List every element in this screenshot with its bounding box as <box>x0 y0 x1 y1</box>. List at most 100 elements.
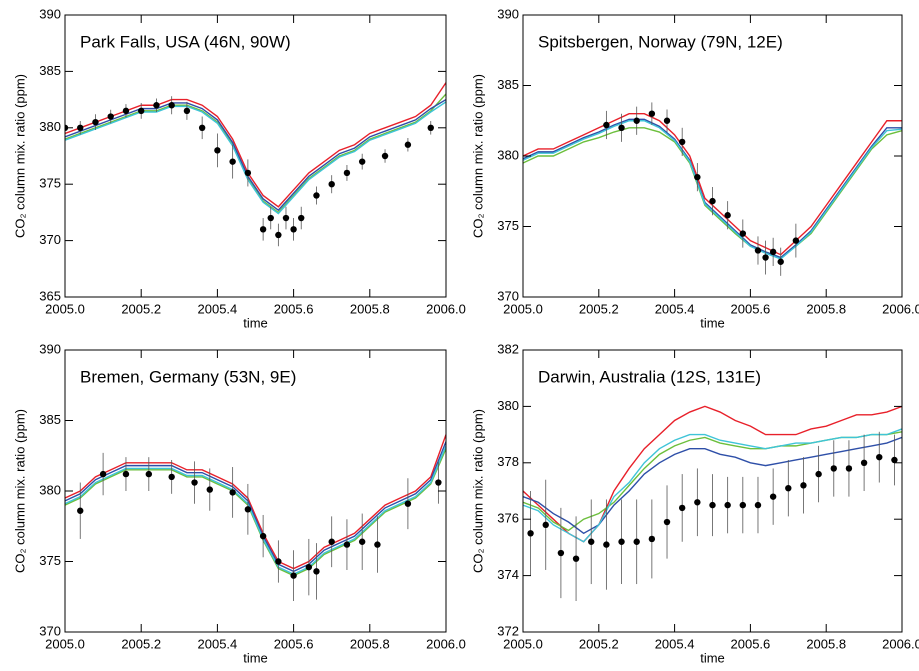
x-tick-label: 2005.8 <box>806 301 846 316</box>
panel: 372 374 376 378 380 382 2005.0 2005.2 2005.4 2005… <box>470 341 919 665</box>
observation <box>206 486 213 493</box>
plot-frame <box>522 14 903 298</box>
plot-area <box>523 102 902 276</box>
y-tick-label: 385 <box>39 63 61 78</box>
plot-area <box>523 405 902 601</box>
observation <box>754 501 762 509</box>
x-axis-label: time <box>700 650 725 665</box>
observation <box>191 479 198 486</box>
x-tick-label: 2005.2 <box>579 301 619 316</box>
observation <box>694 499 701 506</box>
observation <box>603 121 610 129</box>
panel-title: Spitsbergen, Norway (79N, 12E) <box>538 32 783 51</box>
observation <box>328 181 335 188</box>
model-line <box>65 98 446 212</box>
model-line <box>523 428 902 543</box>
x-tick-label: 2005.6 <box>274 301 314 316</box>
x-tick-label: 2005.4 <box>655 636 695 651</box>
x-tick-label: 2005.8 <box>806 636 846 651</box>
x-tick-label: 2005.8 <box>350 301 390 316</box>
x-tick-label: 2005.2 <box>121 636 161 651</box>
observation <box>648 110 656 117</box>
observation <box>542 521 549 529</box>
panel-title: Bremen, Germany (53N, 9E) <box>80 367 296 386</box>
observation <box>229 489 236 496</box>
observation <box>244 506 252 513</box>
y-tick-label: 365 <box>39 288 61 303</box>
x-tick-label: 2005.2 <box>121 301 161 316</box>
observation <box>99 470 107 478</box>
y-tick-label: 378 <box>497 454 519 469</box>
observation <box>343 541 351 548</box>
observation <box>259 532 267 540</box>
y-tick-label: 390 <box>39 6 61 21</box>
observation <box>427 124 434 131</box>
observation <box>229 158 236 165</box>
observation <box>404 500 412 507</box>
observation <box>275 231 282 239</box>
x-axis-label: time <box>700 315 725 330</box>
observation <box>648 535 656 543</box>
plot-frame <box>64 349 447 633</box>
observation <box>754 247 762 254</box>
observation <box>305 563 313 571</box>
observation <box>792 237 800 244</box>
y-tick-label: 376 <box>497 511 519 526</box>
observation <box>153 102 160 109</box>
x-tick-label: 2005.4 <box>198 301 238 316</box>
y-tick-label: 370 <box>497 288 519 303</box>
observation <box>618 538 625 545</box>
y-tick-label: 380 <box>497 398 519 413</box>
observation <box>145 470 153 478</box>
observation <box>313 192 320 199</box>
x-tick-label: 2005.2 <box>579 636 619 651</box>
observation <box>588 538 595 545</box>
y-axis-label: CO₂ column mix. ratio (ppm) <box>470 409 485 573</box>
observation <box>694 173 701 181</box>
observation <box>290 572 297 579</box>
x-tick-label: 2005.0 <box>45 636 85 651</box>
observation <box>298 214 305 222</box>
x-tick-label: 2005.6 <box>731 301 771 316</box>
observation <box>374 541 381 548</box>
x-tick-label: 2005.4 <box>655 301 695 316</box>
observation <box>724 501 731 509</box>
y-tick-label: 372 <box>497 623 519 638</box>
y-axis-label: CO₂ column mix. ratio (ppm) <box>470 74 485 238</box>
y-tick-label: 380 <box>497 147 519 162</box>
observation <box>168 473 175 481</box>
observation <box>633 117 640 124</box>
observation <box>724 212 731 219</box>
observation <box>122 470 130 478</box>
observation <box>603 541 610 548</box>
observation <box>259 226 267 233</box>
observation <box>845 465 853 472</box>
panel: 370 375 380 385 390 2005.0 2005.2 2005.4 2005.6 2… <box>12 341 465 665</box>
observation <box>275 558 282 565</box>
y-tick-label: 370 <box>39 232 61 247</box>
observation <box>709 501 716 509</box>
x-tick-label: 2005.6 <box>731 636 771 651</box>
observation <box>800 482 807 489</box>
model-line <box>523 436 902 535</box>
observation <box>785 484 792 492</box>
observation <box>891 456 898 464</box>
x-tick-label: 2006.0 <box>426 301 466 316</box>
observation <box>633 538 640 545</box>
y-tick-label: 385 <box>497 77 519 92</box>
observation <box>77 124 84 131</box>
observation <box>77 507 84 514</box>
panel: 370 375 380 385 390 2005.0 2005.2 2005.4 2005.6 2… <box>470 6 919 330</box>
observation <box>107 113 114 120</box>
y-tick-label: 375 <box>39 176 61 191</box>
y-tick-label: 385 <box>39 412 61 427</box>
y-tick-label: 380 <box>39 482 61 497</box>
observation <box>777 258 784 265</box>
observation <box>183 107 191 115</box>
plot-frame <box>64 14 447 298</box>
y-axis-label: CO₂ column mix. ratio (ppm) <box>12 74 27 238</box>
panel: 365 370 375 380 385 390 2005.0 2005.2 2005.4 2005… <box>12 6 465 330</box>
observation <box>267 214 274 222</box>
observation <box>198 124 206 131</box>
y-tick-label: 370 <box>39 623 61 638</box>
